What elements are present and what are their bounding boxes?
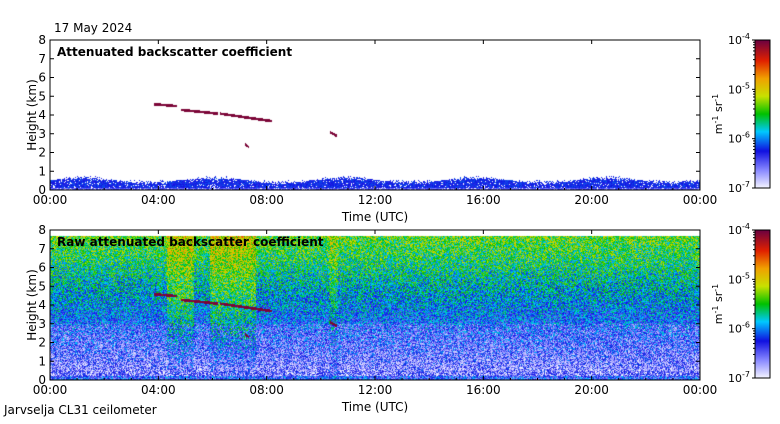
y-tick-label: 0 [38,183,46,197]
x-tick-label: 12:00 [358,193,393,207]
x-tick-label: 12:00 [358,383,393,397]
y-tick-label: 6 [38,71,46,85]
x-axis: 00:00 04:00 08:00 12:00 16:00 20:00 00:00 [33,40,718,207]
x-tick-label: 04:00 [141,383,176,397]
y-tick-label: 2 [38,146,46,160]
y-axis-label: Height (km) [25,79,39,150]
x-tick-label: 00:00 [683,383,718,397]
panel-attenuated: Attenuated backscatter coefficient 00:00… [25,33,717,224]
x-tick-label: 08:00 [249,383,284,397]
y-tick-label: 7 [38,242,46,256]
y-tick-label: 5 [38,89,46,103]
y-tick-label: 1 [38,164,46,178]
y-tick-label: 2 [38,336,46,350]
x-tick-label: 00:00 [33,383,68,397]
colorbar-tick-label: 10-6 [728,321,750,336]
y-axis: 0 1 2 3 4 5 6 7 8 [38,223,700,387]
date-label: 17 May 2024 [54,21,132,35]
heatmap-image-raw [50,230,700,380]
y-tick-label: 7 [38,52,46,66]
colorbar-tick-label: 10-4 [728,32,750,47]
x-tick-label: 00:00 [683,193,718,207]
y-tick-label: 1 [38,354,46,368]
x-tick-label: 16:00 [466,193,501,207]
panel-raw: Raw attenuated backscatter coefficient 0… [25,223,717,414]
y-axis: 0 1 2 3 4 5 6 7 8 [38,33,700,197]
y-tick-label: 8 [38,223,46,237]
colorbar-gradient [754,229,771,379]
x-tick-label: 04:00 [141,193,176,207]
colorbar-tick-label: 10-5 [728,81,750,96]
x-axis-label: Time (UTC) [341,400,408,414]
colorbar-unit: m-1 sr-1 [711,284,725,324]
y-tick-label: 8 [38,33,46,47]
y-tick-label: 3 [38,127,46,141]
x-tick-label: 00:00 [33,193,68,207]
site-label: Jarvselja CL31 ceilometer [3,403,157,417]
y-tick-label: 4 [38,298,46,312]
y-tick-label: 0 [38,373,46,387]
colorbar-tick-label: 10-6 [728,131,750,146]
colorbar-tick-label: 10-7 [728,180,750,195]
colorbar-top: 10-4 10-5 10-6 10-7 m-1 sr-1 [711,32,771,195]
x-tick-label: 08:00 [249,193,284,207]
x-tick-label: 20:00 [574,383,609,397]
colorbar-tick-label: 10-7 [728,370,750,385]
y-tick-label: 5 [38,279,46,293]
x-axis: 00:00 04:00 08:00 12:00 16:00 20:00 00:00 [33,230,718,397]
panel-title: Raw attenuated backscatter coefficient [57,235,324,249]
y-axis-label: Height (km) [25,269,39,340]
colorbar-bottom: 10-4 10-5 10-6 10-7 m-1 sr-1 [711,222,771,385]
x-tick-label: 20:00 [574,193,609,207]
colorbar-tick-label: 10-4 [728,222,750,237]
x-tick-label: 16:00 [466,383,501,397]
x-axis-label: Time (UTC) [341,210,408,224]
colorbar-tick-label: 10-5 [728,271,750,286]
colorbar-gradient [754,39,771,189]
y-tick-label: 6 [38,261,46,275]
y-tick-label: 3 [38,317,46,331]
y-tick-label: 4 [38,108,46,122]
heatmap-image-attenuated [50,40,700,190]
panel-title: Attenuated backscatter coefficient [57,45,292,59]
colorbar-unit: m-1 sr-1 [711,94,725,134]
